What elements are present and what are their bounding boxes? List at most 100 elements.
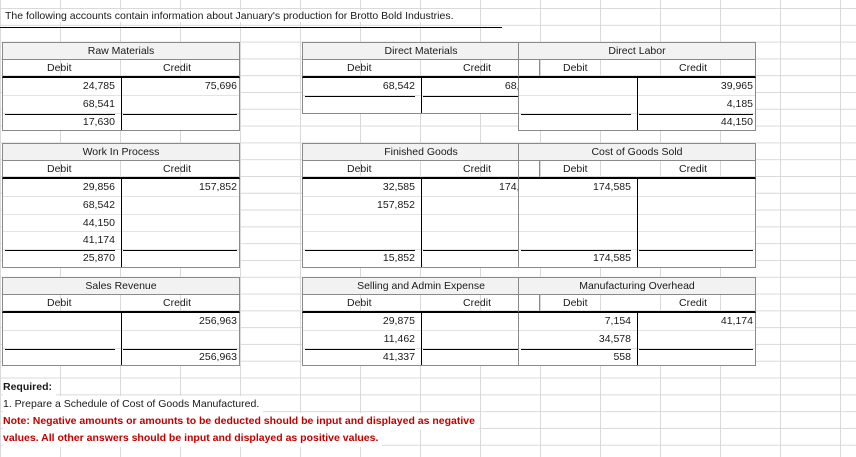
debit-balance-cell[interactable]	[5, 348, 115, 367]
t-account-cost-of-goods-sold: Cost of Goods Sold Debit Credit 174,585 174,…	[518, 143, 756, 268]
credit-balance-cell[interactable]	[639, 348, 753, 367]
required-note-line-1: Note: Negative amounts or amounts to be …	[3, 413, 479, 430]
debit-cell[interactable]	[5, 331, 115, 348]
debit-cell[interactable]	[5, 313, 115, 330]
balance-row: 174,585	[519, 250, 755, 267]
debit-balance-cell[interactable]: 174,585	[521, 250, 631, 268]
credit-balance-cell[interactable]	[423, 250, 537, 268]
debit-balance-cell[interactable]: 558	[521, 348, 631, 367]
balance-row: 17,630	[3, 113, 239, 132]
debit-balance-cell[interactable]: 17,630	[5, 113, 115, 132]
entry-row: 7,154 41,174	[519, 313, 755, 331]
account-entries: 24,785 75,696 68,541 17,630	[2, 78, 240, 132]
entry-row: 157,852	[303, 197, 539, 215]
balance-row: 558	[519, 348, 755, 367]
debit-cell[interactable]: 29,856	[82, 181, 115, 193]
credit-cell[interactable]: 41,174	[720, 315, 753, 327]
entry-row	[303, 215, 539, 233]
credit-cell[interactable]	[123, 215, 237, 232]
account-column-headers: Debit Credit	[302, 60, 540, 78]
debit-cell[interactable]: 68,542	[82, 198, 115, 211]
debit-cell[interactable]	[521, 232, 631, 249]
credit-balance-cell[interactable]	[423, 95, 537, 114]
entry-row	[3, 331, 239, 349]
credit-balance-cell[interactable]	[639, 250, 753, 268]
debit-cell[interactable]: 41,174	[82, 234, 115, 247]
debit-cell[interactable]	[521, 197, 631, 214]
credit-cell[interactable]	[639, 232, 753, 249]
entry-row: 68,54268,542	[303, 78, 539, 96]
credit-balance-cell[interactable]: 44,150	[639, 113, 753, 132]
credit-cell[interactable]: 256,963	[199, 315, 237, 327]
credit-header: Credit	[463, 163, 492, 175]
account-entries: 174,585 174,585	[518, 179, 756, 268]
balance-row: 41,337	[303, 348, 539, 367]
debit-header: Debit	[347, 62, 372, 74]
debit-cell[interactable]: 7,154	[604, 315, 631, 327]
entry-row: 29,875	[303, 313, 539, 331]
account-title: Direct Materials	[302, 42, 540, 60]
credit-header: Credit	[679, 297, 708, 309]
balance-row: 44,150	[519, 113, 755, 132]
credit-header: Credit	[163, 163, 192, 175]
debit-cell[interactable]: 68,541	[82, 97, 115, 110]
account-column-headers: Debit Credit	[302, 295, 540, 313]
credit-cell[interactable]	[123, 331, 237, 348]
account-column-headers: Debit Credit	[2, 295, 240, 313]
entry-row	[519, 197, 755, 215]
debit-cell[interactable]: 68,542	[382, 80, 415, 92]
debit-cell[interactable]: 174,585	[593, 181, 631, 193]
debit-header: Debit	[563, 62, 588, 74]
t-account-sales-revenue: Sales Revenue Debit Credit 256,963 256,963	[2, 277, 240, 367]
credit-cell[interactable]	[639, 331, 753, 348]
credit-cell[interactable]: 157,852	[199, 181, 237, 193]
credit-cell[interactable]: 4,185	[726, 97, 753, 110]
debit-cell[interactable]: 44,150	[82, 216, 115, 229]
debit-cell[interactable]: 29,875	[382, 315, 415, 327]
debit-cell[interactable]: 24,785	[82, 80, 115, 92]
required-title: Required:	[3, 379, 57, 396]
debit-balance-cell[interactable]: 15,852	[305, 250, 415, 268]
debit-balance-cell[interactable]: 25,870	[5, 250, 115, 268]
credit-cell[interactable]	[639, 179, 753, 196]
credit-balance-cell[interactable]	[123, 113, 237, 132]
credit-balance-cell[interactable]	[123, 250, 237, 268]
debit-cell[interactable]	[305, 215, 415, 232]
account-column-headers: Debit Credit	[2, 161, 240, 179]
debit-cell[interactable]: 157,852	[377, 198, 415, 211]
entry-row: 29,856 157,852	[3, 179, 239, 197]
t-account-manufacturing-overhead: Manufacturing Overhead Debit Credit 7,154 41…	[518, 277, 756, 367]
required-note-line-2: values. All other answers should be inpu…	[3, 430, 383, 447]
credit-cell[interactable]	[123, 197, 237, 214]
debit-cell[interactable]: 32,585	[382, 181, 415, 193]
account-title: Manufacturing Overhead	[518, 277, 756, 295]
account-column-headers: Debit Credit	[518, 295, 756, 313]
debit-cell[interactable]: 11,462	[383, 332, 415, 345]
debit-cell[interactable]	[521, 78, 631, 95]
credit-cell[interactable]	[639, 197, 753, 214]
credit-balance-cell[interactable]	[423, 348, 537, 367]
credit-cell[interactable]: 75,696	[204, 80, 237, 92]
debit-cell[interactable]: 34,578	[598, 332, 631, 345]
credit-balance-cell[interactable]: 256,963	[123, 348, 237, 367]
credit-cell[interactable]	[639, 215, 753, 232]
debit-balance-cell[interactable]	[521, 113, 631, 132]
debit-cell[interactable]	[521, 215, 631, 232]
balance-row: 25,870	[3, 250, 239, 267]
credit-cell[interactable]	[123, 96, 237, 113]
credit-cell[interactable]	[123, 232, 237, 249]
debit-cell[interactable]	[305, 232, 415, 249]
account-entries: 68,54268,542	[302, 78, 540, 114]
credit-cell[interactable]: 39,965	[720, 80, 753, 92]
entry-row: 41,174	[3, 232, 239, 251]
debit-balance-cell[interactable]	[305, 95, 415, 114]
debit-cell[interactable]	[521, 96, 631, 113]
debit-balance-cell[interactable]: 41,337	[305, 348, 415, 367]
t-account-direct-labor: Direct Labor Debit Credit 39,965 4,185 44,150	[518, 42, 756, 132]
entry-row: 174,585	[519, 179, 755, 197]
credit-header: Credit	[163, 297, 192, 309]
t-account-finished-goods: Finished GoodsDebitCredit32,585174,58515…	[302, 143, 540, 268]
debit-header: Debit	[47, 297, 72, 309]
balance-row: 15,852	[303, 250, 539, 267]
